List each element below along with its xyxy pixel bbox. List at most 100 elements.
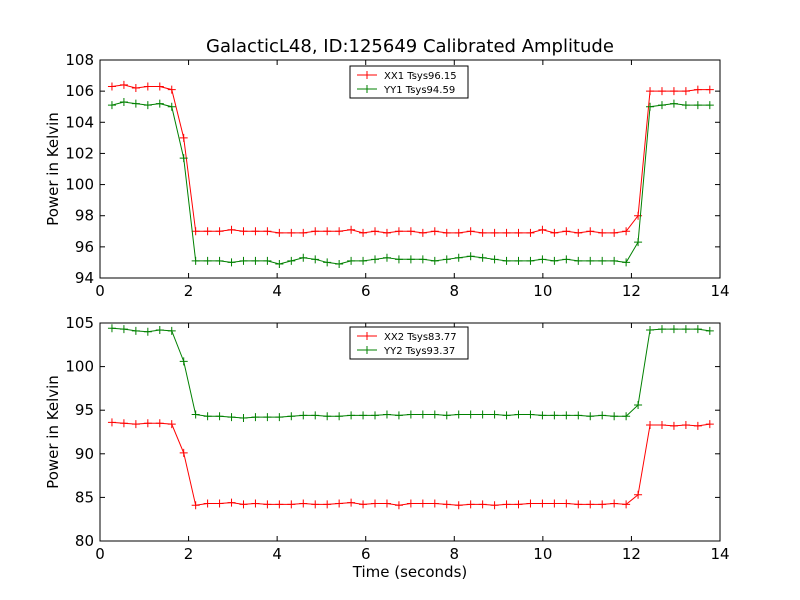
- data-point: [323, 412, 332, 421]
- data-point: [681, 325, 690, 334]
- data-point: [359, 228, 368, 237]
- data-point: [574, 411, 583, 420]
- data-point: [287, 412, 296, 421]
- data-point: [275, 259, 284, 268]
- data-point: [251, 227, 260, 236]
- data-point: [251, 413, 260, 422]
- data-point: [263, 227, 272, 236]
- data-point: [191, 256, 200, 265]
- data-point: [143, 101, 152, 110]
- data-point: [598, 228, 607, 237]
- x-tick-label: 2: [184, 545, 194, 563]
- data-point: [514, 256, 523, 265]
- series-line-2: [111, 101, 710, 265]
- data-point: [394, 501, 403, 510]
- data-point: [538, 411, 547, 420]
- data-point: [418, 228, 427, 237]
- y-tick-label: 108: [65, 51, 94, 69]
- data-point: [155, 325, 164, 334]
- data-point: [550, 499, 559, 508]
- data-point: [382, 499, 391, 508]
- data-point: [299, 253, 308, 262]
- data-point: [239, 414, 248, 423]
- data-point: [669, 421, 678, 430]
- data-point: [131, 99, 140, 108]
- series-line-1: [111, 84, 710, 234]
- legend-entry: XX2 Tsys83.77: [384, 332, 457, 343]
- data-point: [406, 227, 415, 236]
- data-point: [335, 412, 344, 421]
- legend-box: [349, 326, 469, 360]
- data-point: [107, 324, 116, 333]
- data-point: [693, 325, 702, 334]
- data-point: [131, 326, 140, 335]
- data-point: [586, 412, 595, 421]
- data-point: [466, 227, 475, 236]
- x-tick-label: 6: [361, 282, 371, 300]
- data-point: [681, 87, 690, 96]
- data-point: [550, 411, 559, 420]
- x-tick-label: 12: [622, 545, 641, 563]
- y-tick-label: 100: [65, 176, 94, 194]
- y-tick-label: 90: [75, 445, 94, 463]
- x-tick-label: 14: [710, 545, 729, 563]
- data-point: [646, 421, 655, 430]
- y-tick-label: 100: [65, 358, 94, 376]
- data-point: [311, 500, 320, 509]
- data-point: [622, 500, 631, 509]
- data-point: [215, 499, 224, 508]
- data-point: [669, 87, 678, 96]
- data-point: [430, 227, 439, 236]
- legend-box: [349, 65, 469, 99]
- data-point: [275, 500, 284, 509]
- data-point: [430, 256, 439, 265]
- legend-marker: [363, 346, 371, 354]
- legend-entry: YY1 Tsys94.59: [383, 85, 455, 96]
- data-point: [335, 259, 344, 268]
- data-point: [131, 84, 140, 93]
- x-tick-label: 10: [533, 545, 552, 563]
- data-point: [203, 227, 212, 236]
- data-point: [418, 410, 427, 419]
- data-point: [538, 255, 547, 264]
- data-point: [239, 256, 248, 265]
- data-point: [119, 98, 128, 107]
- data-point: [562, 227, 571, 236]
- data-point: [550, 256, 559, 265]
- data-point: [693, 85, 702, 94]
- data-point: [430, 499, 439, 508]
- x-tick-label: 6: [361, 545, 371, 563]
- plot-frame: [99, 59, 721, 279]
- data-point: [466, 252, 475, 261]
- data-point: [657, 421, 666, 430]
- data-point: [454, 501, 463, 510]
- data-point: [382, 228, 391, 237]
- data-point: [681, 421, 690, 430]
- x-tick-label: 8: [450, 282, 460, 300]
- data-point: [442, 411, 451, 420]
- data-point: [227, 498, 236, 507]
- data-point: [538, 499, 547, 508]
- data-point: [705, 326, 714, 335]
- chart-panel-1: GalacticL48, ID:125649 Calibrated Amplit…: [44, 36, 730, 300]
- legend: XX1 Tsys96.15 YY1 Tsys94.59: [349, 65, 469, 99]
- y-axis-label: Power in Kelvin: [44, 375, 62, 489]
- data-point: [586, 227, 595, 236]
- legend-entry: YY2 Tsys93.37: [383, 346, 455, 357]
- data-point: [323, 227, 332, 236]
- data-point: [347, 256, 356, 265]
- data-point: [669, 99, 678, 108]
- x-tick-label: 8: [450, 545, 460, 563]
- data-point: [311, 227, 320, 236]
- data-point: [143, 82, 152, 91]
- data-point: [526, 499, 535, 508]
- data-point: [693, 101, 702, 110]
- data-point: [514, 228, 523, 237]
- y-tick-label: 102: [65, 144, 94, 162]
- data-point: [574, 228, 583, 237]
- data-point: [610, 412, 619, 421]
- data-point: [514, 410, 523, 419]
- data-point: [275, 413, 284, 422]
- data-point: [347, 498, 356, 507]
- data-point: [394, 227, 403, 236]
